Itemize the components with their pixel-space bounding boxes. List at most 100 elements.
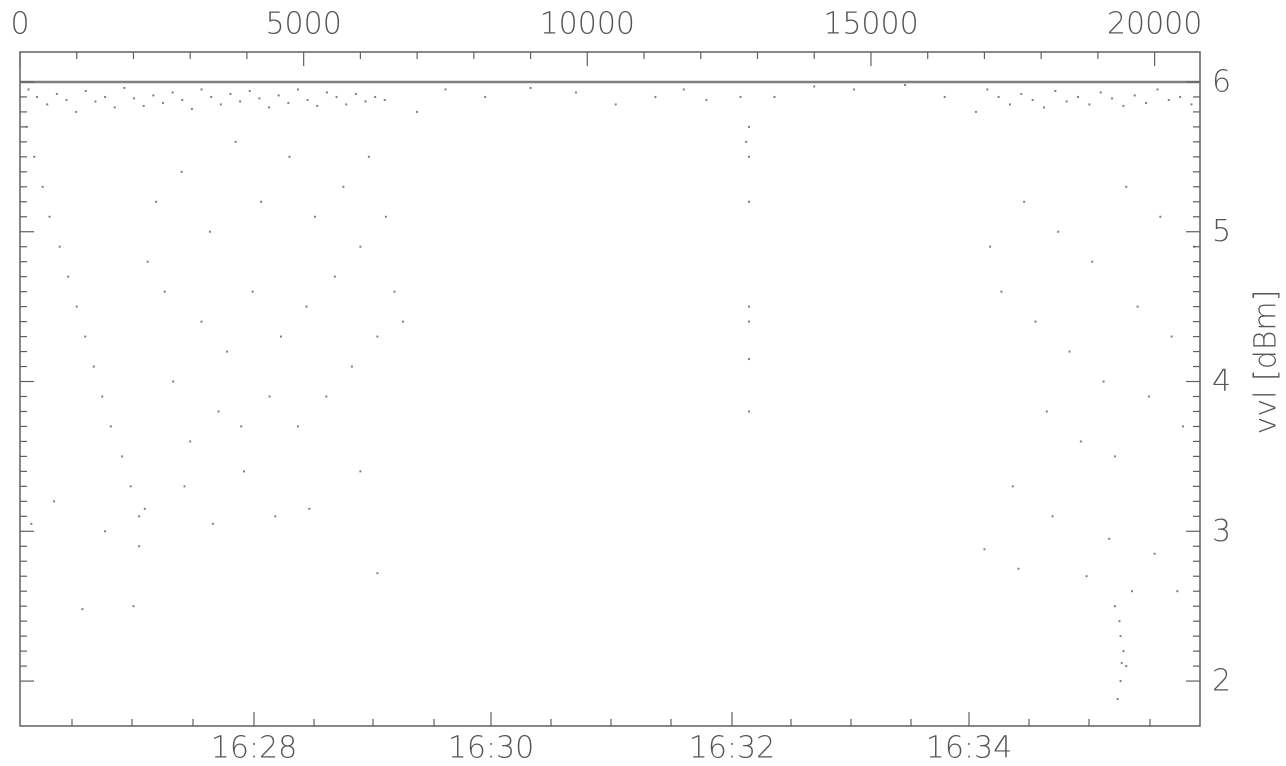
data-point xyxy=(367,155,370,158)
data-point xyxy=(92,365,95,368)
axis-labels: 0 5000 10000 15000 20000 2 3 4 5 6 16:28 16:30 16:32… xyxy=(10,7,1231,766)
data-point xyxy=(143,507,146,510)
data-point xyxy=(146,260,149,263)
data-point xyxy=(1068,350,1071,353)
data-point xyxy=(260,200,263,203)
data-point xyxy=(200,320,203,323)
data-point xyxy=(747,320,750,323)
data-point xyxy=(444,88,447,91)
data-point xyxy=(1085,575,1088,578)
data-point xyxy=(279,335,282,338)
x-top-tick-label: 10000 xyxy=(540,7,635,42)
data-point xyxy=(1011,485,1014,488)
data-point xyxy=(1130,590,1133,593)
data-point xyxy=(1077,95,1080,98)
data-point xyxy=(1034,320,1037,323)
data-point xyxy=(55,92,58,95)
data-point xyxy=(1113,605,1116,608)
data-point xyxy=(342,185,345,188)
data-point xyxy=(268,106,271,109)
data-point xyxy=(123,86,126,89)
data-point xyxy=(172,380,175,383)
data-point xyxy=(1042,106,1045,109)
data-point xyxy=(180,170,183,173)
data-point xyxy=(747,200,750,203)
data-point xyxy=(133,97,136,100)
data-point xyxy=(1116,698,1119,701)
data-point xyxy=(383,98,386,101)
data-point xyxy=(226,350,229,353)
data-point xyxy=(27,88,30,91)
data-point xyxy=(1102,380,1105,383)
x-bottom-tick-label: 16:32 xyxy=(689,731,775,766)
data-point xyxy=(1079,440,1082,443)
data-point xyxy=(132,605,135,608)
data-point xyxy=(1159,215,1162,218)
data-point xyxy=(1156,88,1159,91)
data-point xyxy=(316,104,319,107)
data-point xyxy=(333,275,336,278)
data-point xyxy=(335,95,338,98)
data-point xyxy=(190,107,193,110)
data-point xyxy=(1181,425,1184,428)
data-point xyxy=(1023,200,1026,203)
data-point xyxy=(1122,104,1125,107)
data-point xyxy=(739,95,742,98)
x-top-tick-label: 0 xyxy=(10,7,29,42)
data-point xyxy=(852,88,855,91)
data-point xyxy=(183,485,186,488)
data-point xyxy=(1125,665,1128,668)
data-point xyxy=(1108,537,1111,540)
data-point xyxy=(94,100,97,103)
data-point xyxy=(81,608,84,611)
data-point xyxy=(1170,335,1173,338)
data-point xyxy=(654,95,657,98)
y-tick-label: 3 xyxy=(1212,514,1231,549)
data-point xyxy=(129,485,132,488)
data-point xyxy=(747,305,750,308)
data-point xyxy=(268,395,271,398)
data-point xyxy=(1045,410,1048,413)
data-point xyxy=(376,335,379,338)
y-tick-label: 6 xyxy=(1212,64,1231,99)
data-point xyxy=(350,365,353,368)
data-point xyxy=(1145,101,1148,104)
data-point xyxy=(983,548,986,551)
data-point xyxy=(1020,92,1023,95)
x-bottom-tick-label: 16:28 xyxy=(211,731,297,766)
data-point xyxy=(217,410,220,413)
plot-frame xyxy=(19,51,1201,727)
data-point xyxy=(813,85,816,88)
data-point xyxy=(1119,680,1122,683)
data-point xyxy=(374,95,377,98)
data-point xyxy=(305,305,308,308)
data-point xyxy=(163,290,166,293)
data-point xyxy=(943,95,946,98)
data-point xyxy=(1017,567,1020,570)
data-point xyxy=(401,320,404,323)
data-point xyxy=(48,215,51,218)
data-point xyxy=(1091,260,1094,263)
data-point xyxy=(243,470,246,473)
data-point xyxy=(705,98,708,101)
data-point xyxy=(325,91,328,94)
data-point xyxy=(113,106,116,109)
data-point xyxy=(1113,455,1116,458)
data-point xyxy=(773,95,776,98)
data-point xyxy=(1136,305,1139,308)
data-point xyxy=(210,95,213,98)
data-point xyxy=(354,92,357,95)
data-point xyxy=(345,103,348,106)
data-point xyxy=(75,110,78,113)
data-point xyxy=(1133,94,1136,97)
data-point xyxy=(747,410,750,413)
data-point xyxy=(296,88,299,91)
data-point xyxy=(364,100,367,103)
data-point xyxy=(747,358,750,361)
x-bottom-tick-label: 16:34 xyxy=(926,731,1012,766)
data-point xyxy=(314,215,316,218)
x-bottom-tick-label: 16:30 xyxy=(448,731,534,766)
data-point xyxy=(229,92,232,95)
data-point xyxy=(904,83,906,86)
